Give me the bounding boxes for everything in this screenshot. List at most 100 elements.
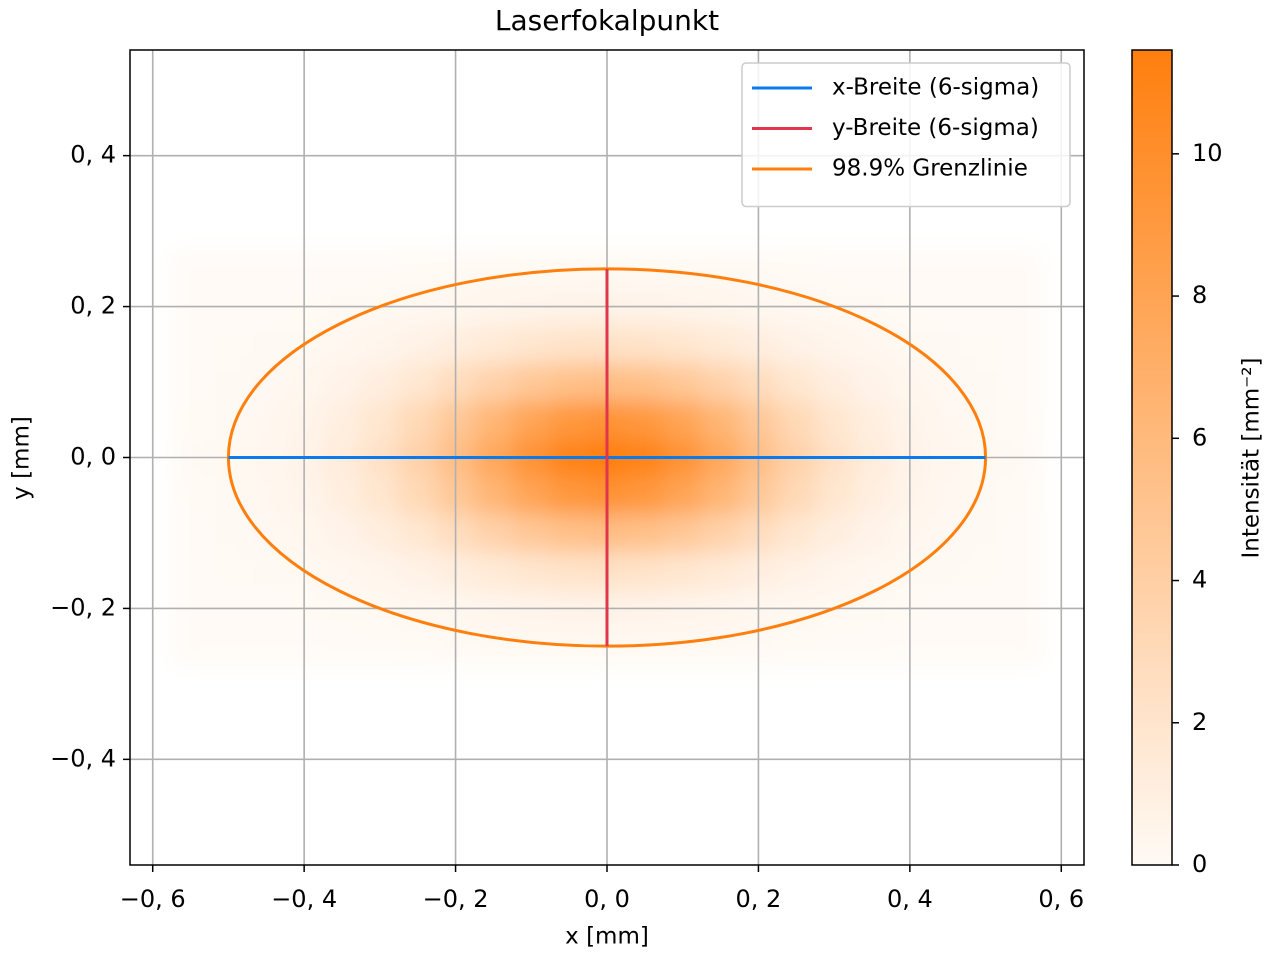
heat-cell bbox=[701, 363, 740, 402]
heat-cell bbox=[928, 363, 968, 402]
heat-cell bbox=[323, 363, 362, 402]
x-tick-label: 0, 2 bbox=[736, 885, 782, 913]
heat-cell bbox=[928, 627, 968, 666]
heat-cell bbox=[171, 627, 210, 666]
x-tick-label: 0, 4 bbox=[887, 885, 933, 913]
heat-cell bbox=[928, 551, 968, 591]
heat-cell bbox=[398, 400, 438, 440]
heat-cell bbox=[247, 249, 286, 289]
heat-cell bbox=[1004, 325, 1043, 364]
heat-cell bbox=[209, 249, 248, 289]
heat-cell bbox=[360, 627, 400, 666]
heat-cell bbox=[966, 514, 1005, 553]
heat-cell bbox=[247, 514, 286, 553]
heat-cell bbox=[474, 325, 513, 364]
heat-cell bbox=[247, 325, 286, 364]
heat-cell bbox=[663, 551, 703, 591]
heat-cell bbox=[701, 325, 740, 364]
heat-cell bbox=[928, 249, 968, 289]
heat-cell bbox=[701, 476, 740, 515]
colorbar-tick-label: 2 bbox=[1192, 708, 1207, 736]
colorbar-tick-label: 10 bbox=[1192, 139, 1223, 167]
heat-cell bbox=[815, 400, 854, 440]
heat-cell bbox=[474, 514, 513, 553]
heat-cell bbox=[701, 627, 740, 666]
heat-cell bbox=[550, 476, 589, 515]
heat-cell bbox=[663, 249, 703, 289]
heat-cell bbox=[209, 627, 248, 666]
heat-cell bbox=[625, 476, 665, 515]
heat-cell bbox=[815, 249, 854, 289]
heat-cell bbox=[474, 627, 513, 666]
heat-cell bbox=[625, 363, 665, 402]
heat-cell bbox=[474, 249, 513, 289]
heat-cell bbox=[928, 325, 968, 364]
y-tick-label: 0, 4 bbox=[70, 141, 116, 169]
heat-cell bbox=[398, 476, 438, 515]
heat-cell bbox=[777, 514, 816, 553]
heat-cell bbox=[853, 325, 892, 364]
heat-cell bbox=[815, 514, 854, 553]
colorbar-tick-label: 8 bbox=[1192, 281, 1207, 309]
x-tick-label: 0, 6 bbox=[1038, 885, 1084, 913]
heat-cell bbox=[209, 514, 248, 553]
heat-cell bbox=[171, 400, 210, 440]
heat-cell bbox=[701, 249, 740, 289]
heat-cell bbox=[398, 514, 438, 553]
heat-cell bbox=[1004, 400, 1043, 440]
x-tick-label: −0, 4 bbox=[271, 885, 337, 913]
chart-title: Laserfokalpunkt bbox=[495, 4, 719, 37]
heat-cell bbox=[815, 476, 854, 515]
heat-cell bbox=[209, 551, 248, 591]
heat-cell bbox=[966, 325, 1005, 364]
x-tick-label: 0, 0 bbox=[584, 885, 630, 913]
heat-cell bbox=[323, 325, 362, 364]
heat-cell bbox=[853, 514, 892, 553]
heat-cell bbox=[323, 551, 362, 591]
heat-cell bbox=[777, 476, 816, 515]
heat-cell bbox=[171, 476, 210, 515]
heat-cell bbox=[815, 363, 854, 402]
heat-cell bbox=[171, 514, 210, 553]
heat-cell bbox=[323, 400, 362, 440]
heat-cell bbox=[928, 514, 968, 553]
heat-cell bbox=[360, 514, 400, 553]
heat-cell bbox=[398, 249, 438, 289]
heat-cell bbox=[1004, 249, 1043, 289]
heat-cell bbox=[928, 476, 968, 515]
heat-cell bbox=[360, 476, 400, 515]
heat-cell bbox=[777, 249, 816, 289]
heat-cell bbox=[512, 551, 551, 591]
heat-cell bbox=[474, 551, 513, 591]
heat-cell bbox=[398, 551, 438, 591]
heat-cell bbox=[966, 627, 1005, 666]
heat-cell bbox=[398, 627, 438, 666]
heat-cell bbox=[777, 363, 816, 402]
colorbar-tick-label: 4 bbox=[1192, 566, 1207, 594]
heat-cell bbox=[815, 551, 854, 591]
heat-cell bbox=[701, 514, 740, 553]
heat-cell bbox=[625, 514, 665, 553]
heat-cell bbox=[474, 400, 513, 440]
heat-cell bbox=[360, 249, 400, 289]
heat-cell bbox=[209, 325, 248, 364]
heat-cell bbox=[1004, 363, 1043, 402]
heat-cell bbox=[853, 400, 892, 440]
heat-cell bbox=[360, 551, 400, 591]
heat-cell bbox=[171, 551, 210, 591]
heat-cell bbox=[512, 249, 551, 289]
x-tick-label: −0, 6 bbox=[120, 885, 186, 913]
colorbar-label: Intensität [mm⁻²] bbox=[1239, 357, 1265, 558]
heat-cell bbox=[474, 363, 513, 402]
y-tick-label: −0, 2 bbox=[50, 593, 116, 621]
heat-cell bbox=[625, 400, 665, 440]
legend-label: x-Breite (6-sigma) bbox=[832, 75, 1039, 101]
y-tick-label: 0, 0 bbox=[70, 443, 116, 471]
heat-cell bbox=[663, 400, 703, 440]
heatmap bbox=[171, 249, 1043, 666]
heat-cell bbox=[247, 551, 286, 591]
heat-cell bbox=[360, 400, 400, 440]
heat-cell bbox=[512, 325, 551, 364]
heat-cell bbox=[1004, 514, 1043, 553]
